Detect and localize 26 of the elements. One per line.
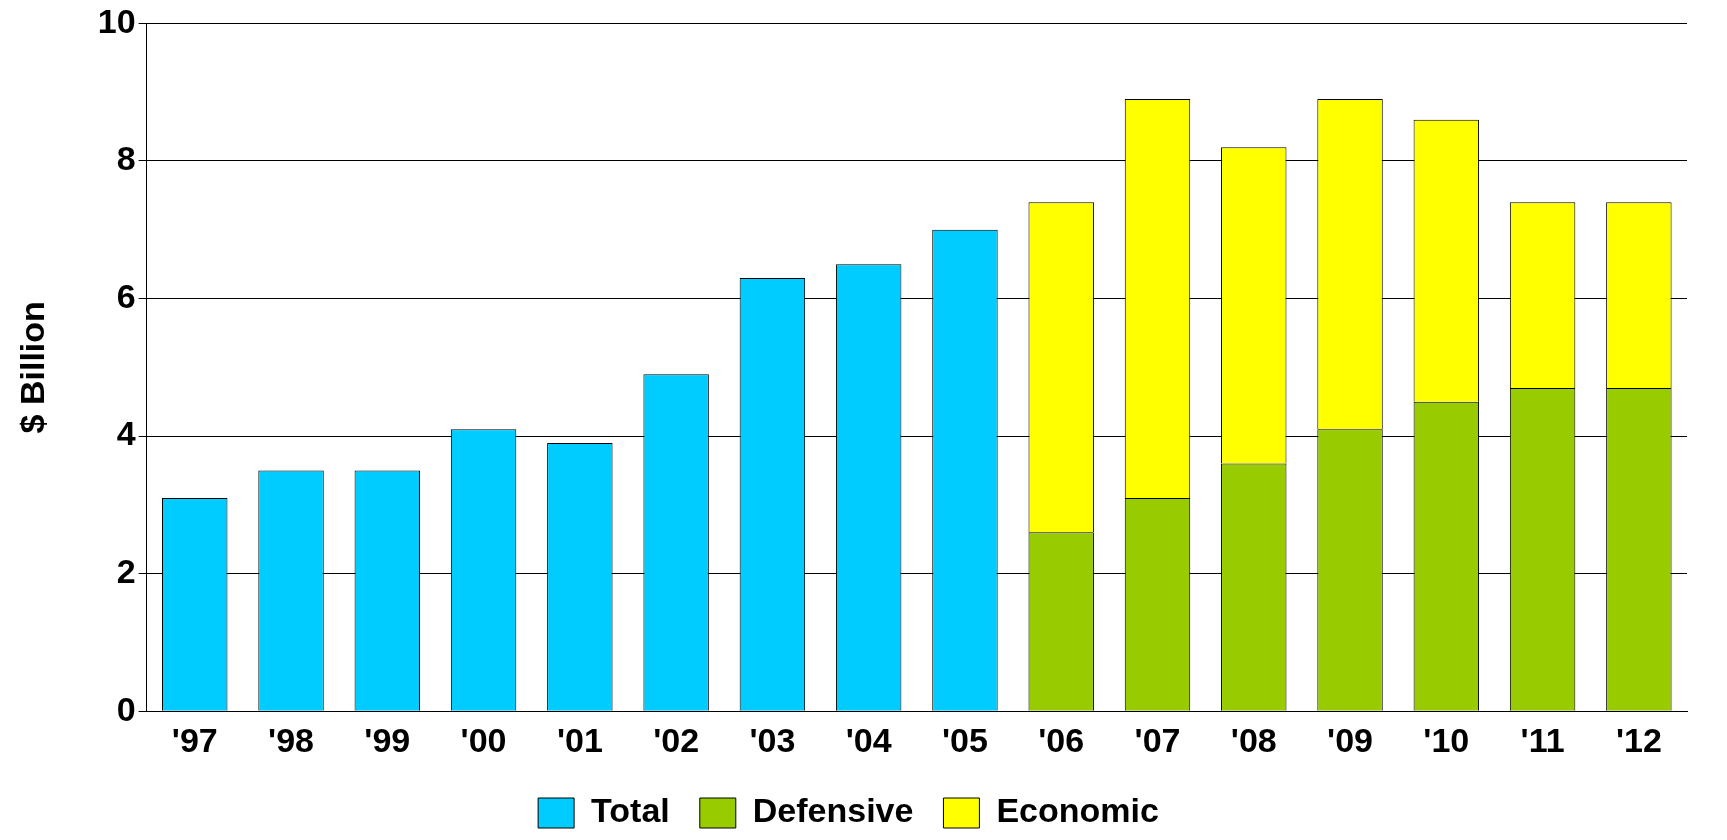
y-tick-label: 0 — [116, 689, 136, 728]
x-tick-label: '08 — [1230, 720, 1277, 759]
x-tick-label: '04 — [845, 720, 892, 759]
x-tick-label: '09 — [1327, 720, 1373, 759]
x-tick-label: '03 — [749, 720, 796, 759]
x-tick-label: '99 — [364, 720, 411, 759]
x-tick-label: '00 — [460, 720, 507, 759]
x-tick-label: '12 — [1615, 720, 1662, 759]
x-tick-label: '07 — [1134, 720, 1181, 759]
y-tick-label: 6 — [116, 276, 136, 315]
y-tick-label: 8 — [116, 139, 136, 178]
x-tick-label: '11 — [1520, 720, 1565, 759]
x-tick-label: '97 — [171, 720, 218, 759]
x-tick-label: '10 — [1423, 720, 1470, 759]
x-tick-label: '02 — [653, 720, 700, 759]
x-tick-label: '05 — [941, 720, 988, 759]
y-tick-label: 10 — [97, 1, 136, 40]
legend-label: Total — [591, 791, 670, 830]
x-tick-label: '06 — [1038, 720, 1085, 759]
y-tick-label: 2 — [116, 552, 136, 591]
legend-label: Defensive — [752, 791, 914, 830]
x-tick-label: '98 — [268, 720, 314, 759]
legend-label: Economic — [996, 791, 1159, 830]
x-tick-label: '01 — [556, 720, 603, 759]
y-axis-title: $ Billion — [12, 301, 51, 434]
y-tick-label: 4 — [116, 414, 136, 453]
